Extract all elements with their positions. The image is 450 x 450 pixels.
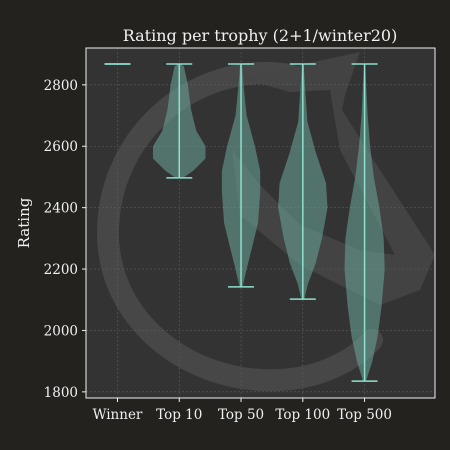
y-tick-label: 2600 [44,139,78,155]
y-tick-label: 2200 [44,262,78,278]
y-tick-label: 2800 [44,78,78,94]
violin-top-50 [221,63,261,288]
violin-top-10 [153,63,206,179]
x-axis: Winner Top 10 Top 50 Top 100 Top 500 [93,398,392,423]
plot-frame [85,47,436,399]
violin-top-500 [344,63,385,382]
chart-title: Rating per trophy (2+1/winter20) [123,26,398,45]
watermark-knight [232,52,435,305]
y-tick-label: 2400 [44,201,78,217]
y-tick-label: 2000 [44,323,78,339]
x-tick-label: Top 50 [218,407,264,423]
y-axis: 1800 2000 2200 2400 2600 2800 [44,78,86,401]
y-axis-label: Rating [15,197,33,248]
x-tick-label: Top 10 [156,407,202,423]
x-tick-label: Winner [93,407,143,423]
x-tick-label: Top 500 [337,407,392,423]
violins [104,63,385,382]
y-tick-label: 1800 [44,385,78,401]
violin-top-100 [278,63,328,300]
x-tick-label: Top 100 [275,407,330,423]
